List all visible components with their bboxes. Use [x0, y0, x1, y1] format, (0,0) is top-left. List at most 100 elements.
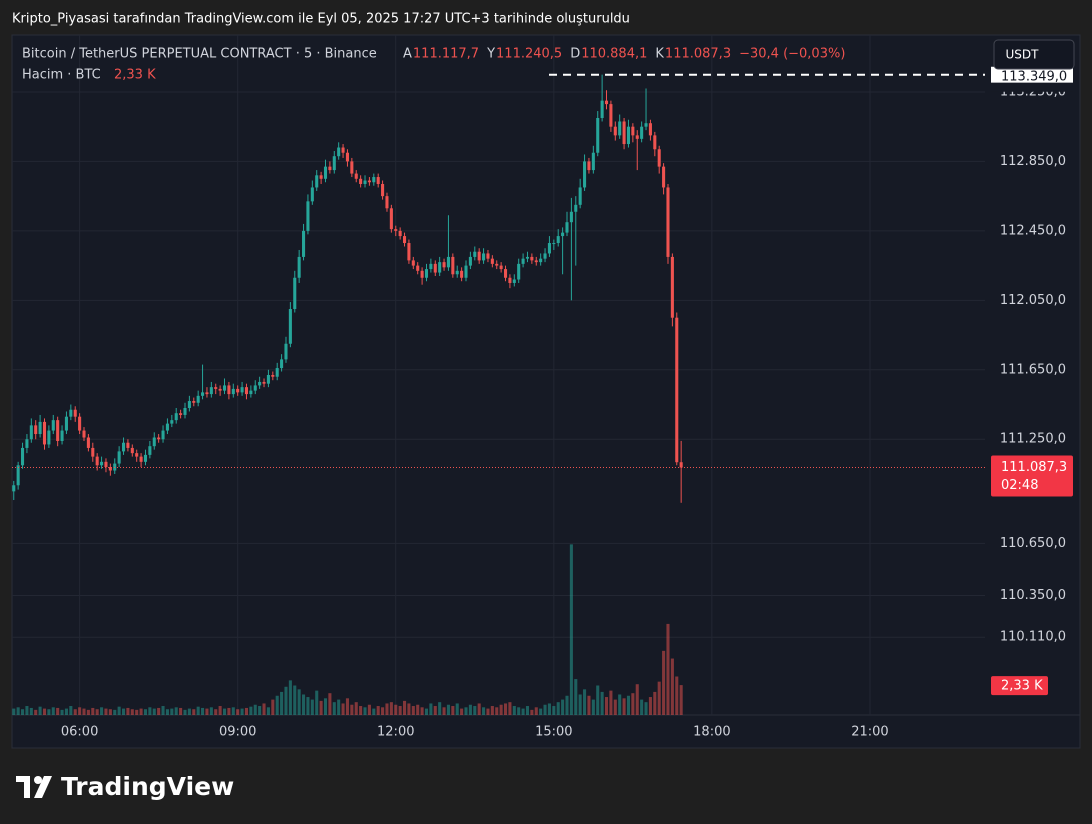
- candle-body: [288, 309, 292, 344]
- volume-bar: [473, 706, 477, 715]
- volume-bar: [574, 679, 578, 715]
- volume-bar: [95, 709, 99, 715]
- volume-bar: [183, 709, 187, 715]
- volume-bar: [648, 697, 652, 715]
- currency-label[interactable]: USDT: [1006, 48, 1040, 62]
- candle-body: [429, 263, 433, 270]
- candle-body: [214, 387, 218, 389]
- volume-bar: [60, 709, 64, 715]
- volume-bar: [16, 707, 20, 715]
- volume-bar: [600, 691, 604, 715]
- volume-bar: [363, 707, 367, 715]
- candle-body: [82, 430, 86, 438]
- volume-bar: [179, 707, 183, 715]
- volume-bar: [262, 703, 266, 715]
- volume-bar: [209, 707, 213, 715]
- volume-bar: [332, 702, 336, 715]
- volume-bar: [486, 708, 490, 715]
- volume-bar: [192, 709, 196, 715]
- volume-bar: [34, 709, 38, 715]
- volume-bar: [429, 703, 433, 715]
- candle-body: [165, 423, 169, 431]
- candle-body: [648, 123, 652, 136]
- volume-bar: [512, 706, 516, 715]
- candle-body: [42, 421, 47, 445]
- ohlc-key: D: [570, 47, 580, 62]
- volume-bar: [126, 707, 130, 715]
- candle-body: [626, 126, 631, 145]
- candle-body: [403, 236, 407, 244]
- candle-body: [464, 265, 468, 278]
- candle-body: [662, 166, 666, 188]
- volume-bar: [69, 706, 73, 715]
- candle-body: [249, 390, 253, 395]
- candle-body: [271, 375, 275, 377]
- volume-bar: [240, 708, 244, 715]
- y-tick-label: 110.650,0: [1000, 536, 1066, 551]
- volume-bar: [157, 707, 161, 715]
- candle-body: [525, 256, 530, 259]
- volume-bar: [407, 703, 411, 715]
- candle-body: [670, 256, 674, 318]
- volume-bar: [530, 709, 534, 715]
- candle-body: [218, 388, 222, 391]
- volume-bar: [249, 706, 253, 715]
- candle-body: [359, 178, 363, 184]
- candle-body: [78, 416, 82, 431]
- volume-bar: [552, 706, 556, 715]
- volume-bar: [416, 704, 420, 715]
- candle-body: [600, 100, 604, 119]
- candle-body: [337, 147, 341, 157]
- y-tick-label: 111.650,0: [1000, 362, 1066, 377]
- candle-body: [60, 430, 64, 441]
- candle-body: [367, 180, 371, 183]
- candle-body: [201, 392, 205, 396]
- volume-bar: [644, 702, 648, 715]
- volume-bar: [266, 707, 270, 715]
- volume-bar: [385, 703, 389, 715]
- volume-bar: [547, 703, 551, 715]
- candle-body: [108, 467, 112, 471]
- candle-body: [587, 161, 591, 171]
- candle-body: [231, 388, 235, 395]
- volume-bar: [657, 681, 661, 715]
- volume-bar: [596, 685, 600, 715]
- volume-bar: [622, 698, 626, 715]
- candle-body: [622, 121, 626, 145]
- volume-bar: [174, 707, 178, 715]
- candle-body: [350, 161, 354, 174]
- volume-bar: [534, 707, 538, 715]
- candle-body: [424, 269, 429, 278]
- candle-body: [73, 409, 77, 417]
- volume-bar: [561, 699, 565, 715]
- volume-bar: [222, 708, 227, 715]
- volume-bar: [236, 709, 240, 715]
- candle-body: [179, 413, 183, 415]
- candle-body: [442, 262, 446, 268]
- candle-body: [21, 447, 25, 466]
- volume-bar: [389, 702, 393, 715]
- volume-bar: [288, 680, 292, 715]
- logo-mark: [16, 776, 30, 798]
- volume-bar: [670, 658, 674, 715]
- candle-body: [499, 265, 503, 270]
- candle-body: [604, 100, 609, 105]
- ohlc-key: Y: [486, 47, 495, 62]
- volume-bar: [56, 707, 60, 715]
- candle-body: [196, 395, 200, 403]
- high-marker-bg: [991, 66, 1073, 83]
- candle-body: [328, 166, 332, 171]
- volume-bar: [310, 699, 314, 715]
- candle-body: [236, 388, 240, 393]
- candle-body: [139, 456, 143, 462]
- candle-body: [16, 465, 20, 486]
- volume-bar: [403, 700, 407, 715]
- volume-bar: [135, 709, 139, 715]
- candle-body: [47, 430, 51, 445]
- currency-button[interactable]: [993, 39, 1075, 70]
- candle-body: [34, 425, 38, 435]
- candle-body: [561, 232, 565, 237]
- candle-body: [618, 121, 622, 136]
- candle-body: [556, 236, 560, 244]
- candle-body: [666, 187, 670, 257]
